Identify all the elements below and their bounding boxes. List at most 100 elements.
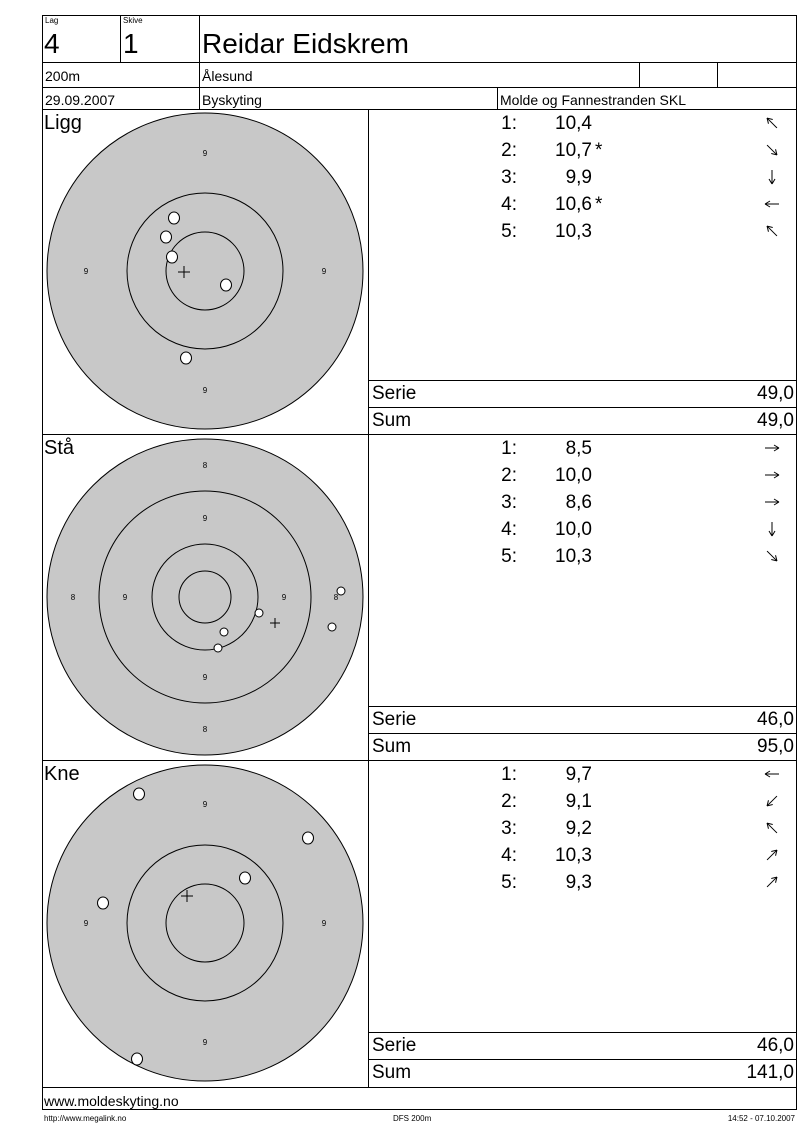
shot-index: 1: bbox=[501, 113, 517, 134]
shot-value: 9,9 bbox=[565, 167, 592, 188]
arrow-up-left-icon bbox=[766, 822, 778, 834]
shot-value: 8,5 bbox=[565, 438, 592, 459]
section-label-kne: Kne bbox=[44, 763, 80, 785]
shot-hole bbox=[220, 278, 232, 292]
section-label-ligg: Ligg bbox=[44, 112, 82, 134]
sum-label: Sum bbox=[372, 736, 412, 757]
shot-index: 4: bbox=[501, 519, 517, 540]
arrow-up-left-icon bbox=[766, 225, 778, 237]
shot-value: 10,4 bbox=[555, 113, 592, 134]
footer-vendor-url[interactable]: http://www.megalink.no bbox=[44, 1114, 127, 1123]
shot-star: * bbox=[595, 194, 603, 215]
arrow-up-left-icon bbox=[766, 117, 778, 129]
shot-index: 4: bbox=[501, 194, 517, 215]
arrow-up-right-icon bbox=[766, 876, 778, 888]
organizer: Molde og Fannestranden SKL bbox=[500, 92, 687, 108]
shot-value: 10,0 bbox=[555, 519, 592, 540]
sum-value: 141,0 bbox=[746, 1062, 794, 1083]
shot-row: 1: 8,5 bbox=[497, 438, 792, 464]
footer-program: DFS 200m bbox=[393, 1114, 432, 1123]
shot-index: 3: bbox=[501, 818, 517, 839]
arrow-right-icon bbox=[765, 444, 780, 452]
header-divider bbox=[639, 62, 640, 87]
arrow-down-icon bbox=[768, 522, 776, 537]
shot-row: 5: 10,3 bbox=[497, 221, 792, 247]
arrow-right-icon bbox=[765, 471, 780, 479]
shot-row: 2: 9,1 bbox=[497, 791, 792, 817]
distance: 200m bbox=[45, 68, 81, 84]
arrow-down-icon bbox=[768, 170, 776, 185]
shot-hole bbox=[168, 211, 180, 225]
ring-label: 8 bbox=[203, 461, 208, 470]
shot-index: 4: bbox=[501, 845, 517, 866]
shot-star: * bbox=[595, 140, 603, 161]
shot-value: 10,7 bbox=[555, 140, 592, 161]
ring-label: 9 bbox=[203, 514, 208, 523]
serie-label: Serie bbox=[372, 1035, 417, 1056]
shot-hole bbox=[131, 1052, 143, 1066]
section-divider bbox=[42, 760, 797, 761]
arrow-down-right-icon bbox=[766, 144, 778, 156]
shot-row: 3: 9,2 bbox=[497, 818, 792, 844]
totals-divider bbox=[368, 733, 797, 734]
target-kne: 9 9 9 9 bbox=[46, 764, 364, 1082]
shot-value: 10,3 bbox=[555, 221, 592, 242]
ring-label: 9 bbox=[203, 149, 208, 158]
sum-label: Sum bbox=[372, 1062, 412, 1083]
lag-label: Lag bbox=[45, 16, 59, 25]
shot-row: 5: 10,3 bbox=[497, 546, 792, 572]
shooter-name: Reidar Eidskrem bbox=[202, 28, 409, 59]
ring-label: 9 bbox=[203, 673, 208, 682]
skive-label: Skive bbox=[123, 16, 143, 25]
shot-hole bbox=[97, 896, 109, 910]
target-sta: 8 9 9 9 9 8 8 8 bbox=[46, 438, 364, 756]
shot-hole bbox=[302, 831, 314, 845]
ring-label: 9 bbox=[84, 919, 89, 928]
arrow-up-right-icon bbox=[766, 849, 778, 861]
shot-index: 5: bbox=[501, 221, 517, 242]
header-divider bbox=[199, 15, 200, 109]
shot-value: 9,3 bbox=[565, 872, 592, 893]
shot-value: 9,7 bbox=[565, 764, 592, 785]
ring-label: 8 bbox=[71, 593, 76, 602]
ring-label: 8 bbox=[334, 593, 339, 602]
header-divider bbox=[42, 87, 797, 88]
shot-index: 5: bbox=[501, 872, 517, 893]
shot-value: 9,1 bbox=[565, 791, 592, 812]
shot-row: 4: 10,6 * bbox=[497, 194, 792, 220]
section-label-sta: Stå bbox=[44, 437, 75, 459]
shot-index: 1: bbox=[501, 764, 517, 785]
ring-label: 9 bbox=[203, 800, 208, 809]
shot-value: 10,3 bbox=[555, 546, 592, 567]
arrow-left-icon bbox=[764, 200, 779, 208]
target-ligg: 9 9 9 9 bbox=[46, 112, 364, 430]
shot-row: 1: 9,7 bbox=[497, 764, 792, 790]
header-divider bbox=[42, 109, 797, 110]
shot-hole bbox=[327, 622, 337, 632]
totals-divider bbox=[368, 1059, 797, 1060]
skive-value: 1 bbox=[123, 28, 139, 59]
shot-index: 3: bbox=[501, 167, 517, 188]
ring-label: 8 bbox=[203, 725, 208, 734]
shot-row: 3: 8,6 bbox=[497, 492, 792, 518]
lag-value: 4 bbox=[44, 28, 60, 59]
serie-label: Serie bbox=[372, 709, 417, 730]
arrow-down-left-icon bbox=[766, 795, 778, 807]
footer-printed: 14:52 - 07.10.2007 bbox=[727, 1114, 795, 1123]
ring-label: 9 bbox=[203, 1038, 208, 1047]
serie-value: 49,0 bbox=[757, 383, 794, 404]
date: 29.09.2007 bbox=[45, 92, 116, 108]
footer-website[interactable]: www.moldeskyting.no bbox=[44, 1093, 179, 1109]
shot-index: 1: bbox=[501, 438, 517, 459]
serie-value: 46,0 bbox=[757, 709, 794, 730]
shot-row: 4: 10,0 bbox=[497, 519, 792, 545]
shot-hole bbox=[180, 351, 192, 365]
header-divider bbox=[717, 62, 718, 87]
totals-divider bbox=[368, 1032, 797, 1033]
shot-row: 2: 10,0 bbox=[497, 465, 792, 491]
section-divider bbox=[42, 434, 797, 435]
shot-hole bbox=[254, 608, 264, 618]
ring-label: 9 bbox=[123, 593, 128, 602]
shot-index: 5: bbox=[501, 546, 517, 567]
shot-hole bbox=[239, 871, 251, 885]
